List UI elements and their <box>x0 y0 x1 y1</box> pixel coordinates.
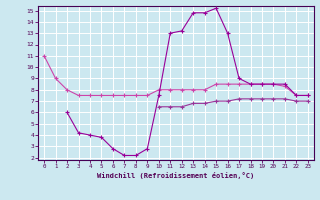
X-axis label: Windchill (Refroidissement éolien,°C): Windchill (Refroidissement éolien,°C) <box>97 172 255 179</box>
